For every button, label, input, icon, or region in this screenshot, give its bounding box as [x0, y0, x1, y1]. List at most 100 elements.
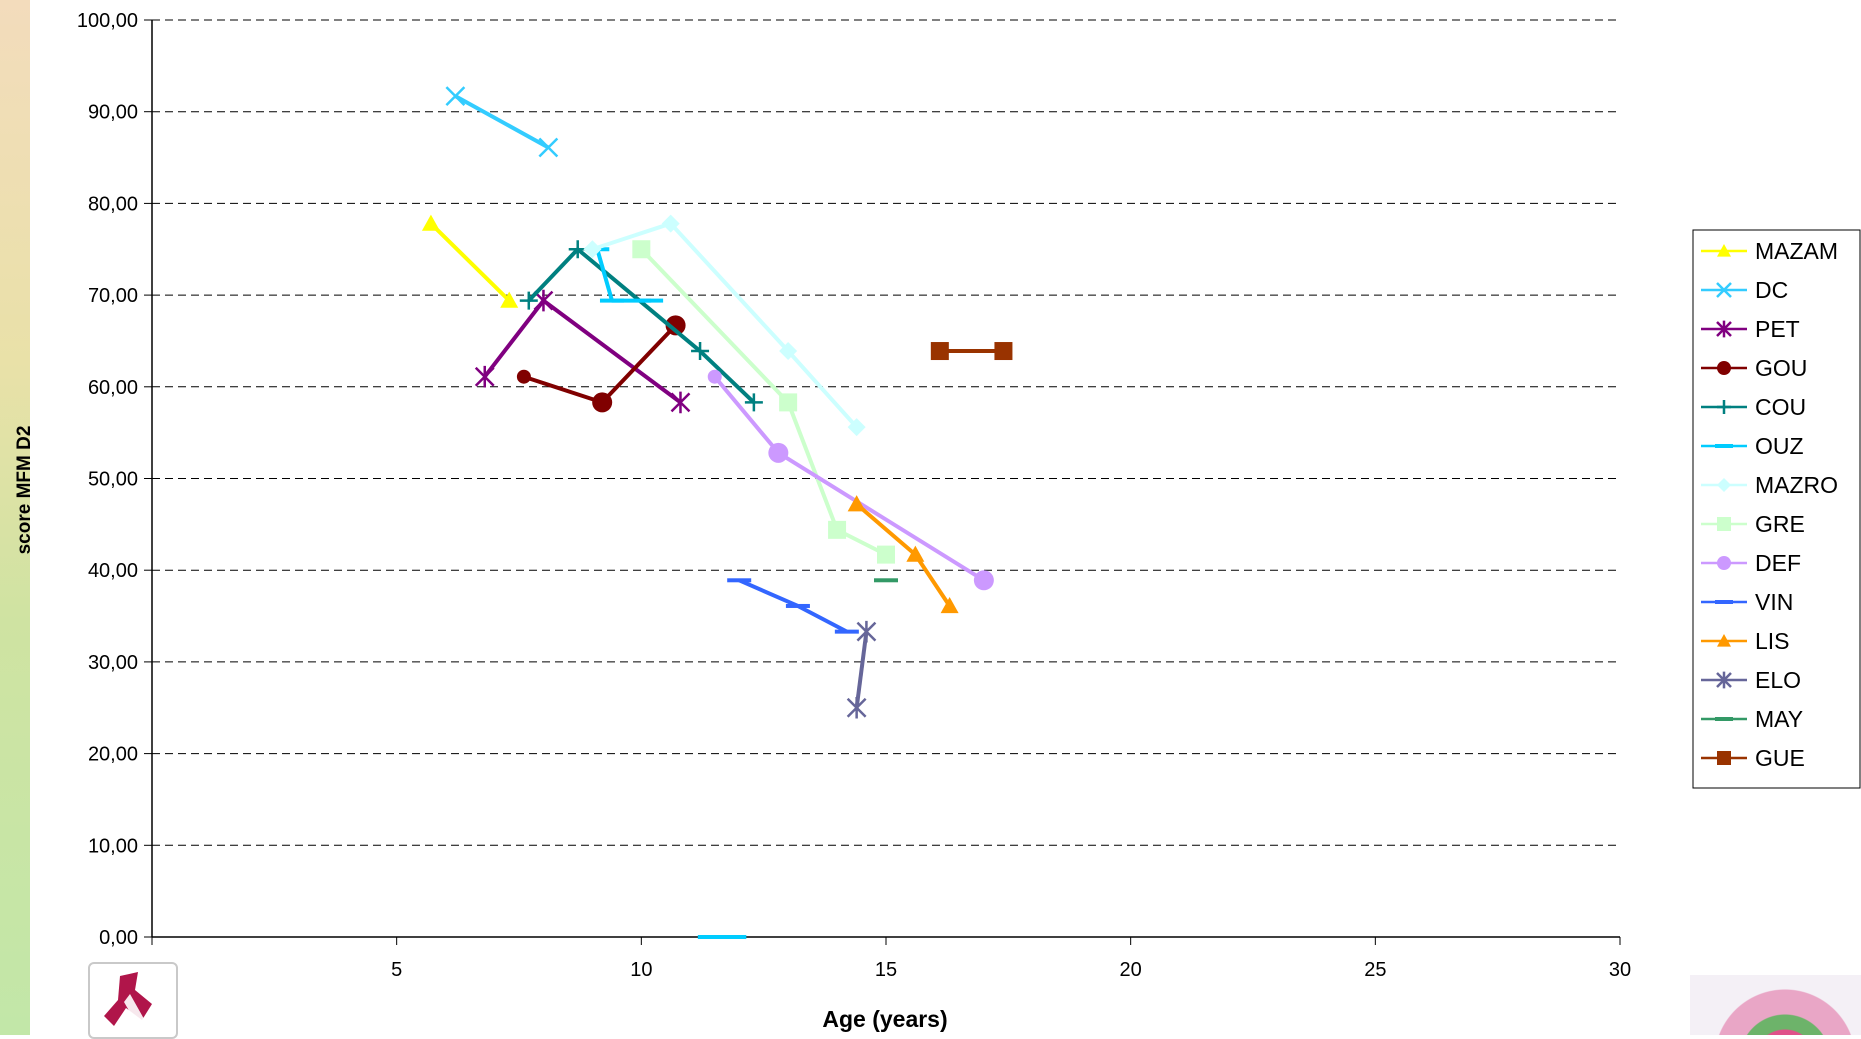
data-point-dc — [538, 137, 559, 158]
legend-item-mazam: MAZAM — [1701, 238, 1838, 264]
series-mazro — [583, 214, 866, 437]
y-tick-label: 0,00 — [99, 927, 138, 949]
data-point-cou — [691, 342, 710, 361]
data-point-mazam — [421, 214, 440, 231]
series-line-dc — [454, 94, 550, 150]
series-line-mazro — [591, 221, 859, 429]
legend-item-gre: GRE — [1701, 511, 1805, 537]
data-point-mazro — [847, 418, 866, 437]
legend-item-mazro: MAZRO — [1701, 472, 1838, 498]
legend-marker-gou — [1717, 361, 1731, 375]
y-tick-label: 90,00 — [88, 102, 138, 124]
data-point-elo — [846, 696, 867, 719]
data-point-gou — [665, 315, 686, 336]
series-lis — [847, 495, 959, 614]
data-point-gou — [592, 392, 613, 413]
series-gue — [930, 342, 1013, 361]
data-point-def — [973, 570, 994, 591]
legend-label: GRE — [1755, 511, 1805, 537]
logo-mark-icon — [104, 972, 152, 1030]
institution-logo-left — [88, 962, 178, 1039]
legend-label: DEF — [1755, 550, 1801, 576]
legend-marker-gue — [1717, 751, 1731, 765]
data-point-gue — [994, 342, 1013, 361]
y-tick-label: 30,00 — [88, 652, 138, 674]
data-point-ouz — [639, 298, 664, 303]
data-point-gre — [779, 393, 798, 412]
legend-marker-may — [1715, 717, 1733, 721]
legend-label: LIS — [1755, 628, 1790, 654]
legend-item-dc: DC — [1701, 277, 1788, 303]
data-point-lis — [847, 495, 866, 512]
side-decoration-strip — [0, 0, 30, 1035]
series-line-lis — [855, 502, 952, 608]
series-gre — [632, 240, 895, 564]
series-line-gre — [639, 247, 887, 557]
legend-item-def: DEF — [1701, 550, 1801, 576]
series-dc — [445, 86, 559, 158]
series-layer — [421, 86, 1013, 939]
legend-box — [1692, 229, 1861, 789]
gridlines — [144, 19, 1621, 945]
legend-label: DC — [1755, 277, 1788, 303]
series-line-elo — [854, 631, 869, 709]
series-def — [707, 369, 994, 591]
data-point-mazro — [661, 214, 680, 233]
legend-marker-ouz — [1715, 444, 1733, 448]
legend-marker-gre — [1717, 517, 1731, 531]
legend-marker-lis — [1717, 634, 1731, 647]
legend-label: ELO — [1755, 667, 1801, 693]
legend-label: MAY — [1755, 706, 1803, 732]
series-gou — [516, 315, 686, 413]
legend-marker-vin — [1715, 600, 1733, 604]
series-vin — [727, 578, 859, 634]
x-tick-label: 30 — [1609, 959, 1631, 981]
data-point-ouz — [599, 298, 624, 303]
x-tick-label: 25 — [1364, 959, 1386, 981]
series-elo — [846, 620, 877, 719]
series-unnamed-14 — [697, 935, 747, 939]
data-point-gre — [828, 520, 847, 539]
institution-logo-right — [1690, 975, 1861, 1035]
legend-item-may: MAY — [1701, 706, 1803, 732]
y-tick-label: 20,00 — [88, 744, 138, 766]
legend-item-lis: LIS — [1701, 628, 1790, 654]
data-point-lis — [940, 596, 959, 614]
data-point-vin — [727, 578, 752, 583]
legend-marker-cou — [1717, 400, 1731, 414]
data-point-mazam — [500, 291, 519, 308]
y-tick-labels: 0,00 10,00 20,00 30,00 40,00 50,00 60,00 70,00 8… — [77, 10, 138, 949]
legend-item-vin: VIN — [1701, 589, 1793, 615]
legend-label: GUE — [1755, 745, 1805, 771]
legend-marker-mazam — [1717, 244, 1731, 257]
x-tick-label: 15 — [875, 959, 897, 981]
legend-label: MAZAM — [1755, 238, 1838, 264]
axes — [151, 20, 1620, 938]
legend-marker-elo — [1716, 671, 1732, 689]
data-point-elo — [856, 620, 877, 643]
y-tick-label: 10,00 — [88, 835, 138, 857]
data-point-def — [707, 369, 722, 384]
data-point-cou — [519, 291, 538, 310]
series-may — [874, 578, 898, 583]
data-point-cou — [744, 393, 763, 412]
legend-label: OUZ — [1755, 433, 1804, 459]
legend-item-elo: ELO — [1701, 667, 1801, 693]
y-tick-label: 70,00 — [88, 285, 138, 307]
data-point-pet — [474, 365, 495, 388]
x-axis-label: Age (years) — [822, 1006, 947, 1032]
data-point-may — [874, 578, 898, 583]
data-point-gre — [877, 545, 895, 564]
y-tick-label: 60,00 — [88, 377, 138, 399]
data-point-gre — [632, 240, 651, 259]
legend-marker-mazro — [1717, 478, 1731, 492]
y-tick-label: 40,00 — [88, 560, 138, 582]
x-tick-label: 5 — [391, 959, 402, 981]
legend-marker-dc — [1716, 282, 1732, 298]
data-point-unnamed-14 — [697, 935, 722, 939]
legend-label: PET — [1755, 316, 1800, 342]
data-point-unnamed-14 — [722, 935, 747, 939]
data-point-def — [768, 442, 789, 463]
